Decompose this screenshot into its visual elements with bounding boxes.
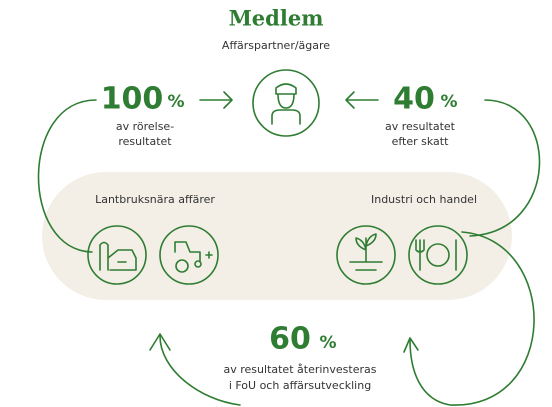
- member-icon: [252, 69, 320, 137]
- arrow-left: [199, 91, 233, 109]
- business-area: [42, 172, 512, 300]
- share-number: 100: [101, 82, 164, 117]
- tractor: [174, 241, 213, 273]
- flow-bottom-left: [159, 335, 241, 406]
- farm-icon: [87, 225, 147, 285]
- farm: [99, 241, 137, 271]
- share-number: 40: [393, 82, 435, 117]
- title: Medlem: [229, 6, 324, 31]
- food-icon: [336, 225, 396, 285]
- flow-right: [469, 99, 541, 237]
- share-unit: %: [440, 92, 457, 112]
- arrow-head: [403, 337, 419, 353]
- arrow-right: [345, 91, 379, 109]
- share-text: av rörelse-: [116, 120, 174, 133]
- group-label: Industri och handel: [371, 193, 477, 206]
- share-text: efter skatt: [392, 135, 450, 148]
- arrow-head: [149, 333, 171, 351]
- plate: [415, 239, 457, 271]
- share-text: resultatet: [118, 135, 172, 148]
- person: [271, 83, 301, 125]
- share-number: 60: [269, 322, 311, 357]
- share-text: av resultatet återinvesteras: [224, 363, 377, 376]
- share-unit: %: [319, 333, 336, 353]
- plant: [349, 233, 383, 271]
- flow-bottom-right: [409, 231, 535, 406]
- tractor-icon: [159, 225, 219, 285]
- flow-left: [37, 99, 97, 253]
- group-label: Lantbruksnära affärer: [95, 193, 215, 206]
- plate-icon: [408, 225, 468, 285]
- subtitle: Affärspartner/ägare: [222, 39, 330, 52]
- share-text: i FoU och affärsutveckling: [229, 379, 371, 392]
- share-text: av resultatet: [385, 120, 456, 133]
- share-unit: %: [167, 92, 184, 112]
